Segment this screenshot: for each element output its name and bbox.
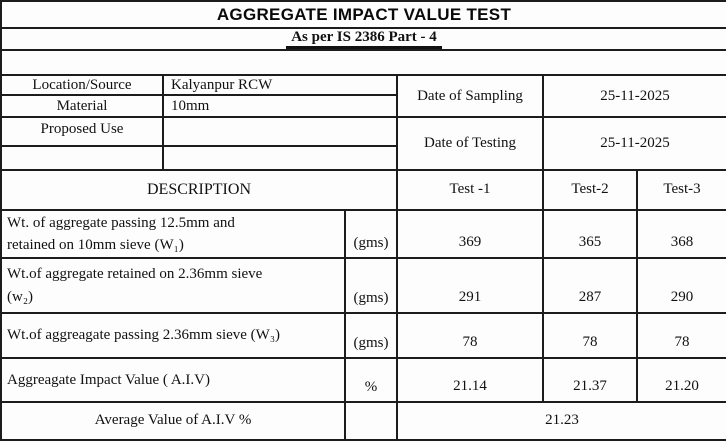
average-label: Average Value of A.I.V % — [0, 400, 346, 442]
w2-description-line2: (w₂) — [7, 288, 34, 305]
result-row-w3: Wt.of aggreagate passing 2.36mm sieve (W… — [0, 311, 726, 360]
location-row: Location/Source Kalyanpur RCW Date of Sa… — [0, 74, 726, 119]
test1-header: Test -1 — [396, 168, 544, 212]
location-label: Location/Source — [0, 74, 164, 97]
w3-unit: (gms) — [344, 311, 398, 360]
w2-test1-value: 291 — [396, 257, 544, 314]
aiv-description: Aggreagate Impact Value ( A.I.V) — [0, 357, 346, 403]
aiv-description-line1: Aggreagate Impact Value ( A.I.V) — [7, 371, 210, 388]
w1-test1-value: 369 — [396, 209, 544, 260]
spacer-cell — [0, 48, 726, 77]
empty-label-cell — [0, 144, 164, 171]
spacer-row — [0, 48, 726, 77]
w1-description: Wt. of aggregate passing 12.5mm and reta… — [0, 209, 346, 260]
subtitle-row: As per IS 2386 Part - 4 — [0, 27, 726, 51]
w2-unit: (gms) — [344, 257, 398, 314]
aiv-unit: % — [344, 357, 398, 403]
result-row-w1: Wt. of aggregate passing 12.5mm and reta… — [0, 209, 726, 260]
aiv-test1-value: 21.14 — [396, 357, 544, 403]
material-label: Material — [0, 94, 164, 119]
w2-test2-value: 287 — [542, 257, 638, 314]
date-sampling-value: 25-11-2025 — [542, 74, 726, 119]
result-row-aiv: Aggreagate Impact Value ( A.I.V) % 21.14… — [0, 357, 726, 403]
description-header: DESCRIPTION — [0, 168, 398, 212]
location-value: Kalyanpur RCW — [162, 74, 398, 97]
test2-header: Test-2 — [542, 168, 638, 212]
test3-header: Test-3 — [636, 168, 726, 212]
date-testing-label: Date of Testing — [396, 116, 544, 171]
w1-test2-value: 365 — [542, 209, 638, 260]
empty-value-cell — [162, 144, 398, 171]
w1-description-line1: Wt. of aggregate passing 12.5mm and — [7, 214, 235, 231]
date-testing-value: 25-11-2025 — [542, 116, 726, 171]
proposed-use-value — [162, 116, 398, 147]
average-unit-cell — [344, 400, 398, 442]
description-header-row: DESCRIPTION Test -1 Test-2 Test-3 — [0, 168, 726, 212]
result-row-w2: Wt.of aggregate retained on 2.36mm sieve… — [0, 257, 726, 314]
average-row: Average Value of A.I.V % 21.23 — [0, 400, 726, 442]
w1-description-line2: retained on 10mm sieve (W₁) — [7, 237, 184, 254]
w2-test3-value: 290 — [636, 257, 726, 314]
w1-unit: (gms) — [344, 209, 398, 260]
w1-test3-value: 368 — [636, 209, 726, 260]
average-value: 21.23 — [396, 400, 726, 442]
title-row: AGGREGATE IMPACT VALUE TEST — [0, 0, 726, 30]
material-row: Material 10mm — [0, 94, 726, 119]
proposed-use-label: Proposed Use — [0, 116, 164, 147]
page-title: AGGREGATE IMPACT VALUE TEST — [0, 0, 726, 30]
aiv-test2-value: 21.37 — [542, 357, 638, 403]
material-value: 10mm — [162, 94, 398, 119]
w3-test1-value: 78 — [396, 311, 544, 360]
w3-description-line1: Wt.of aggreagate passing 2.36mm sieve (W… — [7, 327, 281, 344]
proposed-use-row: Proposed Use Date of Testing 25-11-2025 — [0, 116, 726, 171]
subtitle-cell: As per IS 2386 Part - 4 — [0, 27, 726, 51]
w2-description-line1: Wt.of aggregate retained on 2.36mm sieve — [7, 266, 263, 283]
w3-test2-value: 78 — [542, 311, 638, 360]
w2-description: Wt.of aggregate retained on 2.36mm sieve… — [0, 257, 346, 314]
date-sampling-label: Date of Sampling — [396, 74, 544, 119]
standard-reference: As per IS 2386 Part - 4 — [286, 30, 442, 48]
empty-info-row — [0, 144, 726, 171]
aiv-test3-value: 21.20 — [636, 357, 726, 403]
w3-test3-value: 78 — [636, 311, 726, 360]
w3-description: Wt.of aggreagate passing 2.36mm sieve (W… — [0, 311, 346, 360]
